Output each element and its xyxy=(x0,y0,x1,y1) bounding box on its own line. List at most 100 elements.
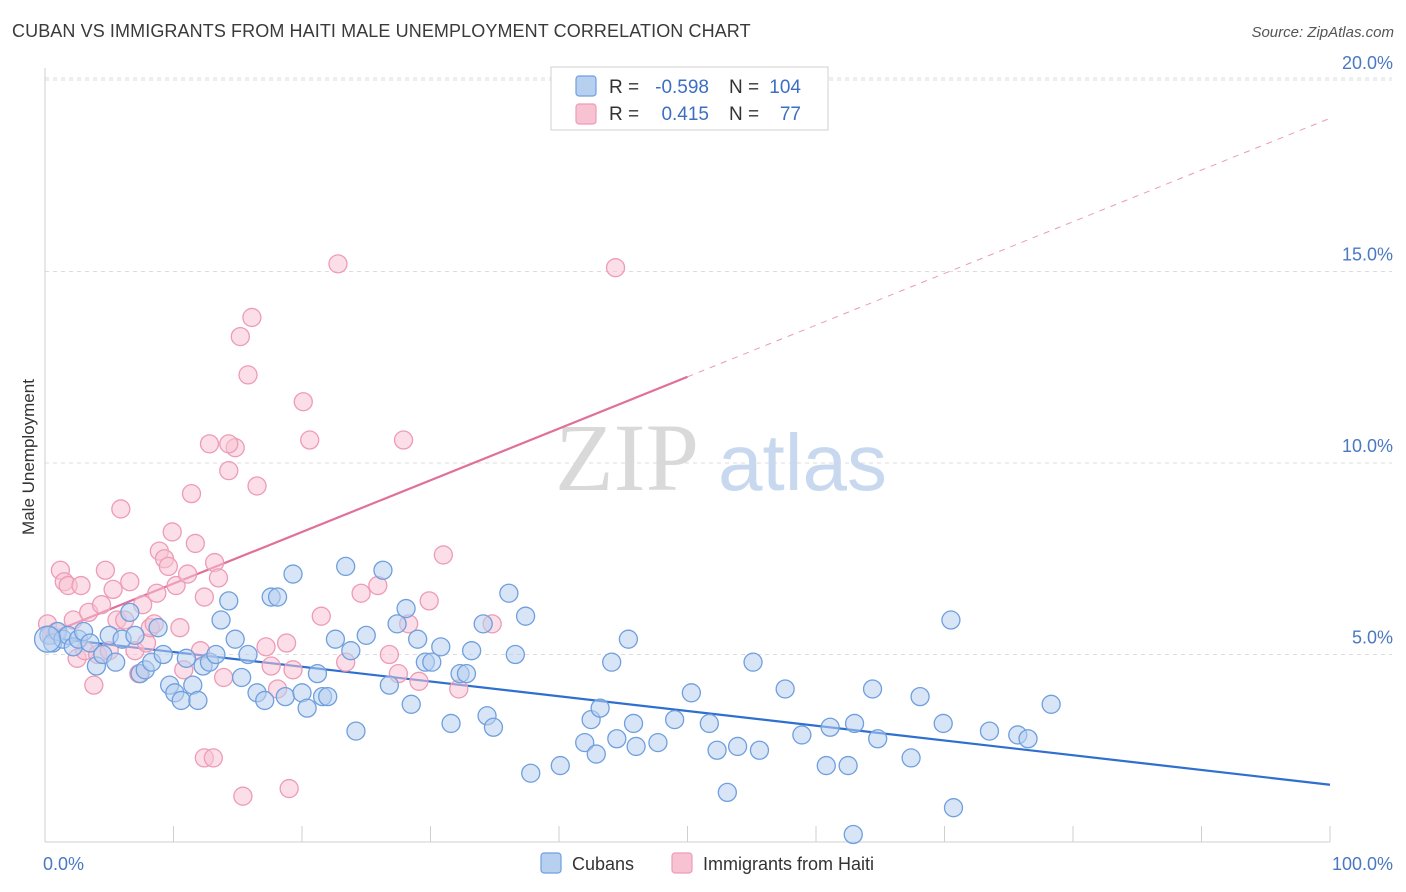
y-axis-label: Male Unemployment xyxy=(19,379,38,535)
legend-r-label-2: R = xyxy=(609,104,639,125)
cubans-point-20 xyxy=(153,644,173,665)
legend-n-label-1: N = xyxy=(729,77,759,98)
chart-title: CUBAN VS IMMIGRANTS FROM HAITI MALE UNEM… xyxy=(12,21,751,41)
cubans-point-83 xyxy=(681,683,702,703)
cubans-point-26 xyxy=(188,690,208,711)
series-haiti-points xyxy=(37,254,626,806)
cubans-point-63 xyxy=(461,641,482,661)
cubans-point-101 xyxy=(941,610,961,630)
haiti-point-32 xyxy=(166,575,186,596)
cubans-point-53 xyxy=(387,614,407,634)
haiti-point-67 xyxy=(419,591,439,611)
haiti-point-8 xyxy=(71,575,91,596)
cubans-point-99 xyxy=(910,686,930,707)
cubans-point-47 xyxy=(341,641,361,661)
cubans-point-77 xyxy=(607,729,627,749)
trend-line-0 xyxy=(44,636,1331,786)
legend-swatch-cubans-bottom xyxy=(540,852,562,874)
haiti-point-48 xyxy=(242,307,262,328)
legend-swatch-haiti-bottom xyxy=(671,852,693,874)
cubans-point-69 xyxy=(515,606,536,626)
cubans-point-85 xyxy=(707,740,727,760)
y-tick-label-2: 15.0% xyxy=(1342,245,1393,265)
watermark-atlas: atlas xyxy=(718,418,887,507)
cubans-point-100 xyxy=(933,713,953,734)
stats-legend-box xyxy=(550,66,829,131)
y-tick-label-0: 5.0% xyxy=(1352,628,1393,648)
cubans-point-42 xyxy=(297,698,317,718)
haiti-point-54 xyxy=(283,660,303,680)
legend-r-value-1: -0.598 xyxy=(655,77,709,98)
cubans-point-68 xyxy=(505,644,525,665)
cubans-point-97 xyxy=(868,729,888,749)
cubans-point-88 xyxy=(743,652,763,672)
cubans-point-79 xyxy=(623,713,644,734)
haiti-point-76 xyxy=(219,434,239,454)
y-tick-label-3: 20.0% xyxy=(1342,53,1393,73)
cubans-point-64 xyxy=(473,614,493,634)
haiti-point-73 xyxy=(203,748,223,768)
cubans-point-81 xyxy=(648,732,668,753)
haiti-point-46 xyxy=(230,326,250,347)
cubans-point-78 xyxy=(618,629,639,649)
x-tick-labels: 0.0% 100.0% xyxy=(43,854,1393,874)
cubans-point-45 xyxy=(318,686,338,707)
cubans-point-50 xyxy=(356,625,376,645)
haiti-point-53 xyxy=(276,633,297,653)
cubans-point-12 xyxy=(106,652,126,672)
cubans-point-91 xyxy=(792,725,812,745)
haiti-point-40 xyxy=(199,434,220,454)
haiti-point-49 xyxy=(247,476,267,496)
haiti-point-16 xyxy=(103,579,123,600)
cubans-point-39 xyxy=(275,686,295,707)
legend-n-value-2: 77 xyxy=(780,104,801,125)
cubans-point-80 xyxy=(626,736,646,757)
cubans-point-24 xyxy=(176,648,197,668)
x-tick-label-0: 0.0% xyxy=(43,854,84,874)
legend-n-label-2: N = xyxy=(729,104,759,125)
haiti-point-20 xyxy=(120,572,140,592)
cubans-point-93 xyxy=(820,717,840,737)
haiti-point-30 xyxy=(158,556,179,577)
cubans-point-107 xyxy=(843,824,863,845)
trend-line-1-dashed xyxy=(687,117,1331,378)
cubans-point-cluster xyxy=(33,625,62,653)
cubans-point-30 xyxy=(211,610,231,630)
cubans-point-23 xyxy=(171,690,191,711)
cubans-point-62 xyxy=(456,664,477,684)
cubans-point-98 xyxy=(901,748,921,768)
cubans-point-66 xyxy=(483,717,504,737)
cubans-point-19 xyxy=(148,618,168,638)
cubans-point-31 xyxy=(219,591,239,611)
watermark-zip: ZIP xyxy=(555,404,699,511)
cubans-point-58 xyxy=(422,652,442,672)
cubans-point-15 xyxy=(125,625,145,645)
haiti-point-18 xyxy=(111,499,131,519)
cubans-point-33 xyxy=(231,667,252,688)
cubans-point-106 xyxy=(943,798,964,818)
cubans-point-92 xyxy=(816,755,836,776)
source-label: Source: ZipAtlas.com xyxy=(1251,24,1394,41)
series-cubans-points xyxy=(33,556,1061,845)
haiti-point-35 xyxy=(177,564,198,584)
y-tick-label-1: 10.0% xyxy=(1342,436,1393,456)
cubans-point-76 xyxy=(602,652,622,672)
legend-label-cubans: Cubans xyxy=(572,854,634,874)
haiti-point-74 xyxy=(233,786,253,806)
haiti-point-56 xyxy=(300,430,320,450)
cubans-point-52 xyxy=(379,675,400,695)
x-tick-label-1: 100.0% xyxy=(1332,854,1393,874)
haiti-point-58 xyxy=(328,254,348,274)
cubans-point-84 xyxy=(699,713,719,734)
cubans-point-102 xyxy=(979,721,1000,741)
cubans-point-70 xyxy=(521,763,541,783)
legend-r-value-2: 0.415 xyxy=(661,104,709,125)
cubans-point-104 xyxy=(1018,729,1038,749)
cubans-point-72 xyxy=(575,732,595,753)
cubans-point-48 xyxy=(336,556,356,577)
cubans-point-43 xyxy=(307,664,328,684)
haiti-point-44 xyxy=(219,461,239,481)
cubans-point-87 xyxy=(727,736,748,757)
y-tick-labels: 5.0% 10.0% 15.0% 20.0% xyxy=(1342,53,1393,648)
